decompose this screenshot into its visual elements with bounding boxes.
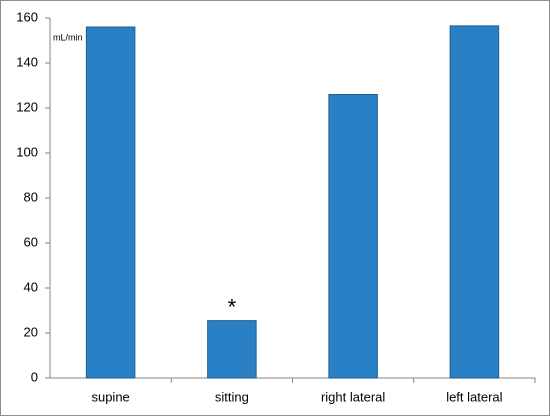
x-tick-label: right lateral bbox=[321, 389, 385, 404]
y-tick-label: 20 bbox=[24, 324, 38, 339]
y-tick-label: 80 bbox=[24, 189, 38, 204]
bar bbox=[207, 320, 257, 379]
bar bbox=[328, 94, 378, 379]
x-tick-label: sitting bbox=[215, 389, 249, 404]
x-tick-label: left lateral bbox=[446, 389, 502, 404]
x-tick-label: supine bbox=[91, 389, 129, 404]
annotation: * bbox=[228, 294, 237, 319]
y-tick-label: 100 bbox=[16, 144, 38, 159]
bar bbox=[449, 25, 500, 379]
y-tick-label: 140 bbox=[16, 54, 38, 69]
y-tick-label: 60 bbox=[24, 234, 38, 249]
y-unit: mL/min bbox=[53, 32, 83, 42]
y-tick-label: 160 bbox=[16, 9, 38, 24]
y-tick-label: 120 bbox=[16, 99, 38, 114]
y-tick-label: 40 bbox=[24, 279, 38, 294]
bar bbox=[85, 26, 136, 379]
y-tick-label: 0 bbox=[31, 369, 38, 384]
